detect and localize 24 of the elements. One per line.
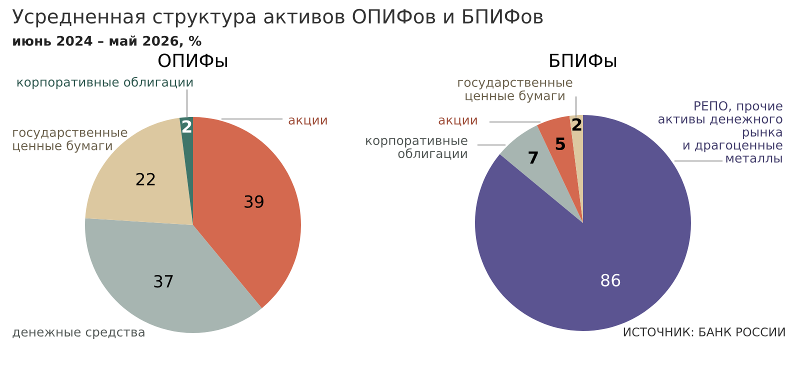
slice-label: корпоративные облигации: [366, 138, 468, 160]
slice-label: государственные ценные бумаги: [458, 80, 572, 103]
slice-label: акции: [288, 117, 327, 126]
text: ИСТОЧНИК: БАНК РОССИИ: [624, 327, 785, 336]
data-label: 2: [572, 118, 582, 131]
slice-label: денежные средства: [12, 329, 144, 340]
pie-slice: [569, 115, 583, 223]
data-label: 37: [154, 274, 173, 288]
data-label: 39: [244, 195, 264, 208]
data-label: 2: [182, 120, 192, 133]
data-label: 22: [136, 172, 155, 186]
slice-label: корпоративные облигации: [17, 76, 193, 90]
pie-slice: [537, 116, 583, 223]
text: июнь 2024 – май 2026, %: [13, 36, 202, 48]
slice-label: государственные ценные бумаги: [13, 130, 128, 153]
slice-label: акции: [438, 117, 477, 126]
data-label: 7: [528, 151, 538, 164]
data-label: 5: [556, 138, 566, 150]
chart-title: ОПИФы: [158, 54, 227, 68]
text: Усредненная структура активов ОПИФов и БПИФов: [12, 8, 543, 28]
chart-title: БПИФы: [550, 54, 616, 67]
pie-slice: [179, 117, 193, 225]
slice-label: РЕПО, прочие активы денежного рынка и драгоценные металлы: [658, 101, 782, 163]
data-label: 86: [601, 274, 620, 286]
